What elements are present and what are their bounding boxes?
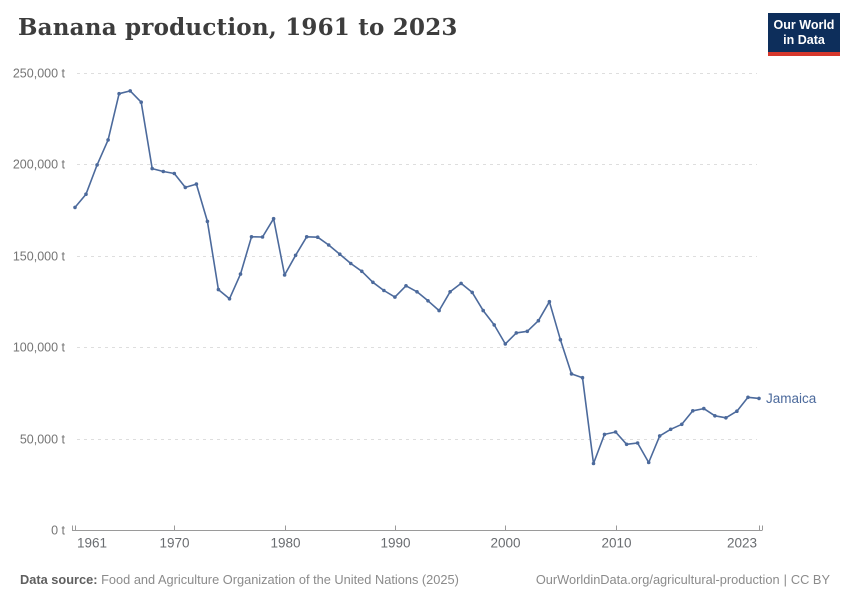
data-point[interactable] [183,185,188,190]
data-point[interactable] [536,318,541,323]
y-tick-label: 50,000 t [20,433,66,447]
series-label-jamaica: Jamaica [766,391,817,406]
data-point[interactable] [172,171,177,176]
y-tick-label: 100,000 t [13,341,66,355]
data-point[interactable] [326,243,331,247]
x-tick-label: 1970 [159,536,189,551]
license-label: CC BY [790,572,830,587]
data-point[interactable] [205,219,210,224]
chart-title: Banana production, 1961 to 2023 [18,14,458,41]
data-point[interactable] [139,100,143,104]
data-point[interactable] [713,414,717,418]
x-tick-label: 2000 [490,536,520,551]
data-point[interactable] [404,284,408,288]
data-point[interactable] [657,434,662,438]
data-point[interactable] [216,287,221,292]
data-point[interactable] [680,422,684,427]
x-tick-label: 1961 [77,536,107,551]
footer-divider: | [783,572,787,587]
data-point[interactable] [448,290,452,294]
data-point[interactable] [635,441,640,445]
data-point[interactable] [746,395,750,400]
data-point[interactable] [382,288,386,293]
y-tick-label: 250,000 t [13,67,66,81]
y-tick-label: 200,000 t [13,158,66,172]
data-point[interactable] [735,409,739,414]
data-point[interactable] [691,409,695,413]
data-point[interactable] [580,375,585,380]
data-point[interactable] [668,427,673,432]
data-point[interactable] [558,337,563,342]
data-point[interactable] [415,290,419,294]
data-point[interactable] [757,396,761,401]
y-tick-label: 0 t [51,524,65,538]
data-point[interactable] [724,416,728,420]
data-point[interactable] [646,460,651,465]
data-point[interactable] [73,205,77,210]
data-point[interactable] [338,252,342,256]
data-point[interactable] [304,235,309,239]
data-point[interactable] [525,329,530,334]
data-point[interactable] [470,290,475,295]
data-point[interactable] [371,280,375,285]
data-point[interactable] [161,169,166,174]
data-point[interactable] [95,163,99,167]
footer-attribution: OurWorldinData.org/agricultural-producti… [536,572,830,587]
data-point[interactable] [459,281,463,286]
owid-logo[interactable]: Our World in Data [768,13,840,56]
data-point[interactable] [624,442,629,447]
x-tick-label: 2010 [601,536,631,551]
data-source: Data source: Food and Agriculture Organi… [20,572,459,587]
data-point[interactable] [315,235,320,239]
x-tick-label: 1990 [380,536,410,551]
data-point[interactable] [271,216,276,221]
x-tick-label: 2023 [727,536,757,551]
data-source-label: Data source: [20,572,98,587]
data-point[interactable] [360,269,364,274]
data-point[interactable] [249,235,254,239]
data-point[interactable] [128,89,132,93]
data-point[interactable] [84,192,88,196]
owid-url-link[interactable]: OurWorldinData.org/agricultural-producti… [535,572,780,587]
data-point[interactable] [437,308,441,313]
data-point[interactable] [503,342,508,346]
data-point[interactable] [613,430,618,434]
data-point[interactable] [238,272,243,276]
owid-logo-red-bar [768,51,840,56]
data-point[interactable] [106,138,110,142]
chart-footer: Data source: Food and Agriculture Organi… [20,572,830,587]
data-point[interactable] [260,235,265,239]
data-point[interactable] [349,261,353,266]
data-point[interactable] [194,182,199,186]
data-point[interactable] [393,295,397,299]
owid-logo-line2: in Data [783,32,825,47]
data-line-jamaica[interactable] [74,90,760,465]
data-point[interactable] [702,406,706,411]
data-point[interactable] [569,372,574,376]
data-point[interactable] [492,323,497,327]
data-point[interactable] [282,273,287,277]
data-source-text: Food and Agriculture Organization of the… [101,572,459,587]
y-tick-label: 150,000 t [13,250,66,264]
data-point[interactable] [293,253,298,258]
owid-logo-line1: Our World [773,18,835,32]
data-point[interactable] [547,299,552,304]
data-point[interactable] [117,91,121,96]
data-point[interactable] [150,166,154,171]
x-tick-label: 1980 [270,536,300,551]
data-point[interactable] [481,308,486,313]
data-point[interactable] [591,461,596,466]
data-point[interactable] [227,297,232,301]
data-point[interactable] [514,331,519,335]
data-point[interactable] [426,299,430,303]
owid-logo-text: Our World in Data [768,13,840,52]
data-point[interactable] [602,432,607,437]
